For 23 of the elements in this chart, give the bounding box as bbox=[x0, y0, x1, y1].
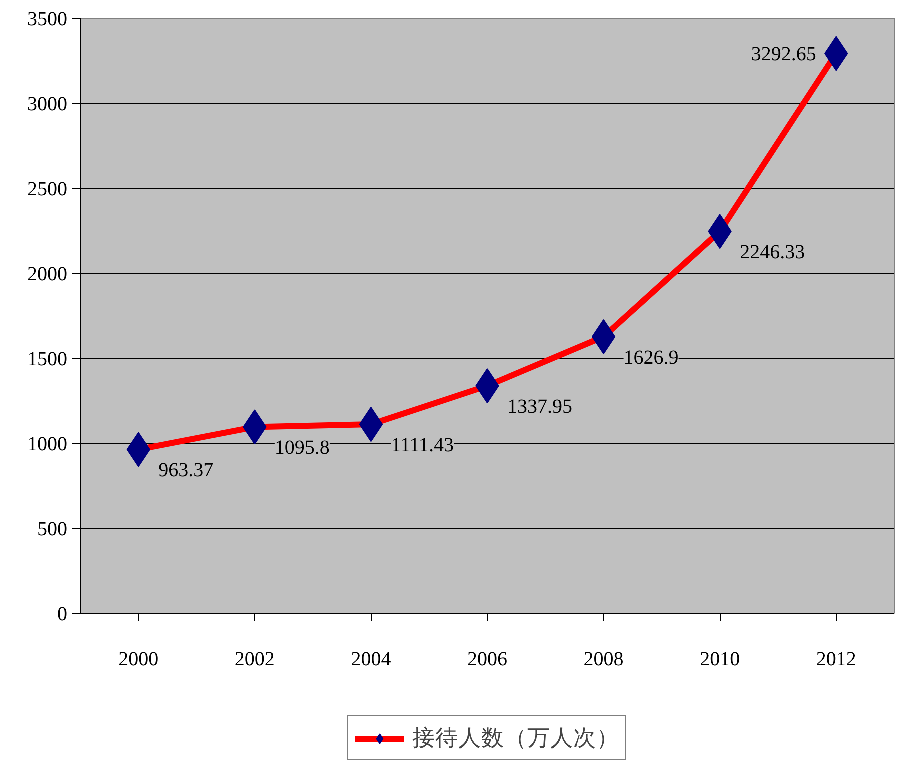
y-tick-label: 1000 bbox=[28, 434, 68, 456]
y-tick-label: 3500 bbox=[28, 8, 68, 30]
data-label: 1111.43 bbox=[391, 434, 454, 457]
data-label: 1337.95 bbox=[508, 396, 572, 418]
y-tick-label: 3000 bbox=[28, 94, 68, 116]
y-tick-label: 2500 bbox=[28, 178, 68, 200]
data-label: 963.37 bbox=[158, 460, 214, 482]
legend-label: 接待人数（万人次） bbox=[412, 724, 620, 752]
data-label: 3292.65 bbox=[751, 44, 816, 66]
x-tick-label: 2004 bbox=[351, 648, 392, 670]
y-tick-label: 2000 bbox=[28, 264, 68, 286]
x-tick-label: 2006 bbox=[468, 648, 508, 670]
y-tick-label: 500 bbox=[38, 518, 68, 540]
x-tick-label: 2000 bbox=[118, 648, 159, 670]
x-tick-label: 2010 bbox=[700, 648, 740, 670]
data-label: 1626.9 bbox=[624, 346, 679, 369]
x-tick-label: 2002 bbox=[234, 648, 275, 670]
data-label: 1095.8 bbox=[274, 437, 330, 460]
data-label: 2246.33 bbox=[740, 242, 806, 264]
x-tick-label: 2008 bbox=[584, 648, 624, 670]
y-tick-label: 0 bbox=[58, 604, 68, 626]
x-tick-label: 2012 bbox=[816, 648, 856, 670]
y-tick-label: 1500 bbox=[28, 348, 68, 370]
